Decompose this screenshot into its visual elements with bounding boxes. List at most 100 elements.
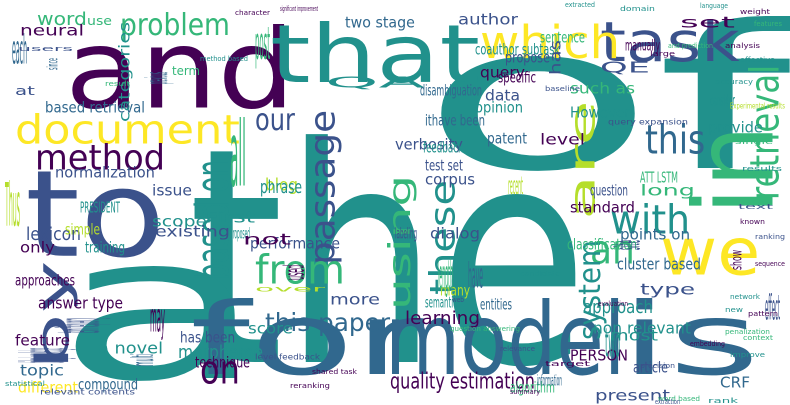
- word-is: is: [620, 281, 760, 398]
- word-sequence: sequence: [755, 259, 785, 268]
- word-which: which: [480, 15, 621, 69]
- word-improve: improve: [730, 350, 766, 359]
- word-provide: provide: [708, 118, 763, 137]
- word-training: training: [85, 238, 126, 257]
- word-statistical: statistical: [5, 379, 45, 388]
- word-dialog-knowledge: dialog knowledge: [7, 348, 78, 363]
- word-has-been: has been: [180, 328, 236, 347]
- word-information: information: [537, 371, 563, 390]
- word-document: document: [15, 106, 240, 154]
- word-penalization: penalization: [725, 327, 770, 336]
- word-blog: blog: [265, 174, 298, 195]
- word-approaches: approaches: [15, 271, 75, 290]
- word-model: model: [385, 281, 626, 398]
- word-pattern: pattern: [748, 309, 779, 318]
- word-propose: propose: [505, 48, 550, 67]
- word-different: different: [18, 378, 78, 397]
- word-our: our: [255, 102, 295, 138]
- word-features: features: [754, 19, 783, 28]
- word-morpheme: morpheme: [178, 341, 264, 363]
- word-thus: Thus: [5, 169, 20, 240]
- word-opinion: opinion: [475, 98, 524, 117]
- word-has: has: [546, 40, 565, 75]
- word-president: PRESIDENT: [80, 198, 121, 217]
- word-method: method: [35, 136, 166, 178]
- word-two-stage: two stage: [345, 13, 415, 32]
- word-ithave-been: ithave been: [425, 111, 486, 130]
- word-relevance: relevance: [500, 344, 536, 353]
- word-phrase: phrase: [260, 176, 302, 198]
- word-two: two: [605, 319, 621, 367]
- word-show: show: [727, 249, 746, 270]
- word-each: each: [12, 26, 28, 74]
- word-quality-estimation: quality estimation: [390, 368, 535, 394]
- word-result: result: [105, 79, 130, 88]
- word-for: for: [190, 281, 425, 398]
- word-character: character: [235, 8, 270, 17]
- word-entities: entities: [480, 295, 512, 314]
- word-have: have: [468, 254, 484, 296]
- word-baseline: baseline: [545, 84, 580, 93]
- word-only: only: [20, 238, 55, 257]
- word-text: text: [738, 202, 774, 211]
- word-from: from: [255, 246, 345, 294]
- word-domain: domain: [620, 4, 655, 13]
- word-we: we: [660, 214, 761, 291]
- word-test-set: test set: [425, 156, 463, 175]
- word-article: article: [633, 358, 668, 377]
- word-effect: effect: [765, 286, 781, 328]
- word-set: set: [680, 13, 735, 32]
- word-that: that: [270, 7, 481, 102]
- word-specific: specific: [498, 68, 536, 87]
- word-question: question: [590, 181, 629, 200]
- word-however: However: [570, 103, 630, 122]
- word-query: query: [480, 63, 525, 82]
- word-dialog: dialog: [430, 224, 480, 243]
- word-scope: scope: [152, 212, 208, 231]
- word-context: context: [743, 333, 773, 342]
- word-algorithm: algorithm: [510, 378, 555, 397]
- word-length: length: [438, 251, 453, 299]
- word-single: single: [735, 137, 774, 146]
- word-qe: QE: [600, 58, 650, 77]
- word-at: at: [15, 83, 35, 98]
- word-web: web: [452, 295, 464, 304]
- word-learning: learning: [405, 307, 480, 329]
- word-known: known: [740, 217, 765, 226]
- word-term: term: [172, 63, 200, 78]
- word-author: author: [458, 10, 518, 29]
- word-query-expansion: query expansion: [608, 117, 688, 127]
- word-feedback: feedback: [423, 138, 464, 157]
- word-sentence: sentence: [540, 28, 585, 47]
- word-an: an: [590, 226, 635, 274]
- word-recent: recent: [508, 170, 523, 200]
- word-proposed: proposed: [230, 224, 251, 243]
- word-to: to: [25, 144, 166, 285]
- word-first: First: [205, 208, 256, 227]
- word-experimental-results: Experimental results: [730, 101, 785, 111]
- word-network: network: [730, 292, 761, 301]
- word-non-relevant: non relevant: [593, 318, 691, 338]
- word-level-feedback: level feedback: [255, 352, 320, 362]
- word-not: not: [243, 230, 291, 249]
- word-site: site: [606, 240, 648, 250]
- word-performance: performance: [250, 234, 341, 253]
- word-classification: classification: [567, 235, 637, 254]
- word-large: large: [650, 49, 676, 58]
- word-corpus: corpus: [425, 170, 476, 189]
- word-type: type: [640, 280, 696, 299]
- word-relevant-contents: relevant contents: [40, 387, 135, 397]
- word-candidate: candidate: [520, 269, 561, 278]
- word-disambiguation: disambiguation: [420, 81, 482, 100]
- word-target: target: [545, 359, 591, 368]
- word-consider: consider: [710, 91, 735, 110]
- word-simple: simple: [65, 220, 101, 239]
- word-qa: QA: [325, 73, 426, 92]
- word-issue: issue: [152, 181, 192, 200]
- word-labeling: labeling: [395, 224, 418, 243]
- word-long: long: [640, 181, 695, 200]
- word-compound: compound: [78, 375, 139, 394]
- word-analysis: analysis: [725, 41, 760, 50]
- word-present: present: [595, 386, 671, 405]
- word-more: more: [330, 290, 381, 309]
